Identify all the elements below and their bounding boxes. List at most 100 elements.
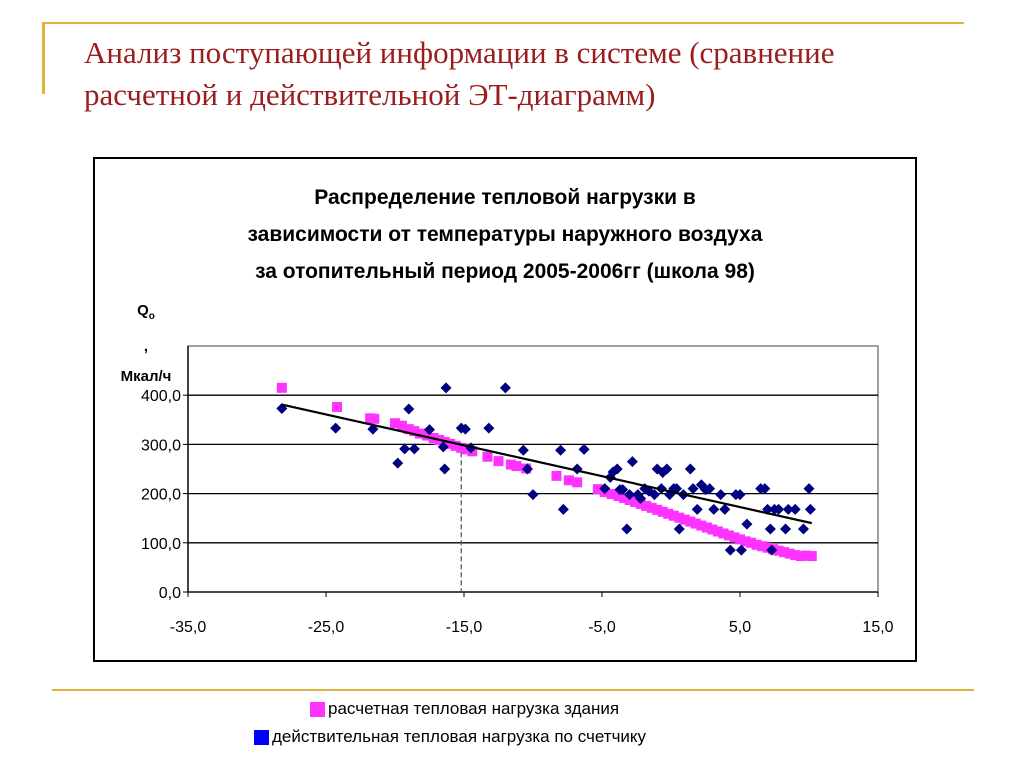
y-axis-label-line-2: Мкал/ч [120,368,172,385]
actual-point [392,457,404,469]
actual-point [766,544,778,556]
calculated-point [795,551,806,562]
calculated-point [751,539,762,550]
slide-title-line-2: расчетной и действительной ЭТ-диаграмм) [84,77,656,112]
actual-point [704,483,716,495]
calculated-point [757,541,768,552]
calculated-point [718,528,729,539]
calculated-point [456,442,467,453]
actual-point [440,382,452,394]
calculated-point [773,545,784,556]
calculated-point [414,428,425,439]
x-tick-label: 5,0 [729,619,751,636]
calculated-point [712,526,723,537]
actual-point [741,518,753,530]
actual-point [673,523,685,535]
calculated-point [762,542,773,553]
actual-point [330,422,342,434]
calculated-point [332,402,343,413]
chart-title-line-2: зависимости от температуры наружного воз… [247,223,763,246]
actual-point [803,483,815,495]
actual-point [780,523,792,535]
calculated-point [493,456,504,467]
actual-point [804,503,816,515]
actual-point [517,444,529,456]
calculated-point [696,520,707,531]
calculated-point [746,537,757,548]
actual-point [708,503,720,515]
calculated-point [505,459,516,470]
calculated-point [740,536,751,547]
calculated-point [630,496,641,507]
actual-point [735,544,747,556]
actual-point [684,463,696,475]
legend-label-actual: действительная тепловая нагрузка по счет… [272,727,647,746]
actual-point [424,424,435,436]
calculated-point [707,524,718,535]
calculated-point [396,420,407,431]
actual-point [403,403,415,415]
y-tick-label: 300,0 [141,437,181,454]
calculated-point [729,532,740,543]
actual-point [599,483,611,495]
calculated-point [551,470,562,481]
actual-point [408,443,420,455]
x-tick-label: 15,0 [862,619,893,636]
y-axis-label-line-1: Qo, [100,296,192,362]
calculated-point [592,484,603,495]
actual-point [789,503,801,515]
calculated-point [606,489,617,500]
x-tick-label: -5,0 [588,619,616,636]
calculated-point [461,444,472,455]
calculated-point [784,548,795,559]
y-tick-label: 200,0 [141,487,181,504]
calculated-point [668,510,679,521]
calculated-point [445,438,456,449]
calculated-point [511,461,522,472]
calculated-point [276,382,287,393]
chart-title: Распределение тепловой нагрузки в зависи… [95,179,915,290]
y-tick-label: 400,0 [141,388,181,405]
calculated-point [674,512,685,523]
calculated-point [409,426,420,437]
actual-point [764,523,776,535]
legend-item-calculated: расчетная тепловая нагрузка здания [310,698,619,720]
calculated-point [613,491,624,502]
calculated-point [663,508,674,519]
calculated-point [619,493,630,504]
calculated-point [482,451,493,462]
actual-point [459,423,471,435]
slide-title: Анализ поступающей информации в системе … [84,32,984,116]
calculated-point [390,418,400,429]
actual-point [773,503,785,515]
actual-point [734,489,746,501]
actual-point [687,483,699,495]
calculated-point [685,516,696,527]
calculated-point [652,504,663,515]
actual-point [437,441,449,453]
title-accent-horizontal-line [42,22,964,24]
legend-swatch-actual [254,729,269,745]
chart-title-line-3: за отопительный период 2005-2006гг (школ… [255,260,755,283]
y-tick-label: 0,0 [159,585,181,602]
actual-point [527,489,539,501]
actual-point [611,463,623,475]
actual-point [782,503,794,515]
actual-point [483,422,495,434]
actual-point [648,489,660,501]
chart-title-line-1: Распределение тепловой нагрузки в [314,186,696,209]
actual-point [724,544,736,556]
x-tick-label: -35,0 [170,619,207,636]
legend-swatch-calculated [310,701,325,717]
calculated-point [563,475,574,486]
calculated-point [421,430,432,441]
actual-point [624,489,636,501]
footer-accent-line [52,689,974,691]
y-tick-label: 100,0 [141,536,181,553]
calculated-point [735,534,745,545]
y-axis-label-rest: , [143,338,149,355]
legend-label-calculated: расчетная тепловая нагрузка здания [328,699,620,718]
y-axis-label: Qo, Мкал/ч [100,296,192,392]
actual-point [626,456,638,468]
slide-title-line-1: Анализ поступающей информации в системе … [84,35,835,70]
